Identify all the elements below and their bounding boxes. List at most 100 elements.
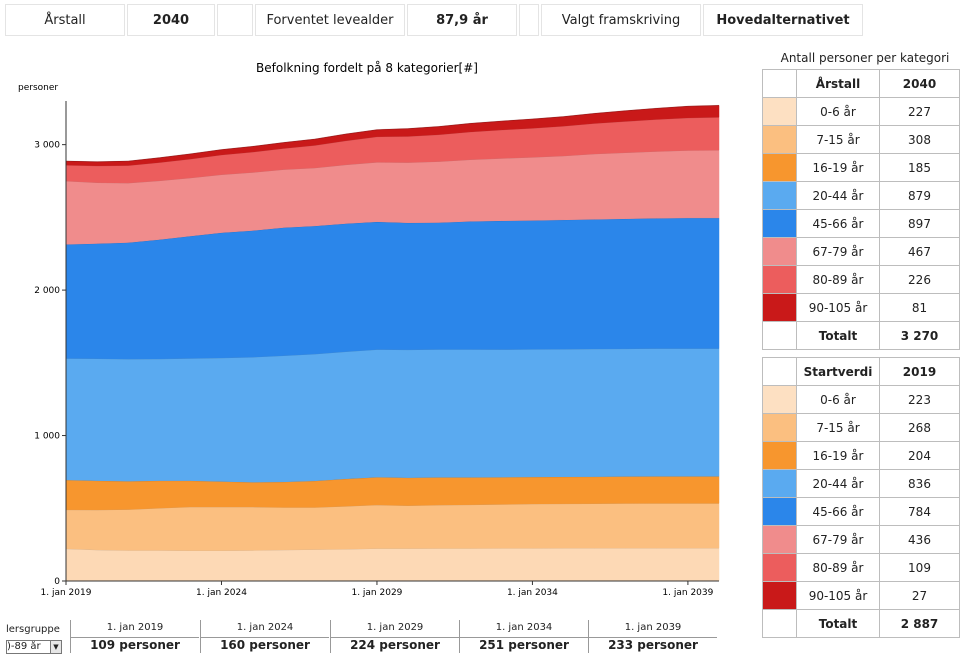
chart-title: Befolkning fordelt på 8 kategorier[#] xyxy=(256,61,478,75)
column-persons: 109 personer xyxy=(71,637,199,652)
population-area-chart: Befolkning fordelt på 8 kategorier[#] pe… xyxy=(18,61,720,598)
table-gap-cell xyxy=(762,349,960,358)
color-swatch xyxy=(762,413,797,442)
category-table: Årstall 2040 0-6 år 227 7-15 år 308 16-19 år 18… xyxy=(762,69,960,638)
spacer-cell xyxy=(519,4,539,36)
column-date: 1. jan 2034 xyxy=(495,622,553,633)
category-label: 90-105 år xyxy=(796,293,880,322)
category-label: 16-19 år xyxy=(796,153,880,182)
age-group-select[interactable]: )-89 år ▼ xyxy=(6,640,62,654)
table-gap-row xyxy=(762,349,960,358)
table-total-row: Totalt 3 270 xyxy=(762,321,960,350)
table-row: 0-6 år 227 xyxy=(762,97,960,126)
color-swatch xyxy=(762,469,797,498)
table-total-row: Totalt 2 887 xyxy=(762,609,960,638)
projection-value: Hovedalternativet xyxy=(703,4,863,36)
column-persons: 233 personer xyxy=(589,637,717,652)
table-row: 20-44 år 836 xyxy=(762,469,960,498)
color-swatch xyxy=(762,97,797,126)
x-tick-label: 1. jan 2019 xyxy=(41,588,92,598)
category-label: 45-66 år xyxy=(796,209,880,238)
category-label: 16-19 år xyxy=(796,441,880,470)
x-tick-label: 1. jan 2024 xyxy=(196,588,247,598)
color-swatch xyxy=(762,581,797,610)
x-tick-label: 1. jan 2029 xyxy=(351,588,402,598)
column-persons: 224 personer xyxy=(331,637,459,652)
category-label: Årstall xyxy=(796,69,880,98)
column-date: 1. jan 2019 xyxy=(106,622,164,633)
category-label: Startverdi xyxy=(796,357,880,386)
y-tick-label: 1 000 xyxy=(34,432,60,442)
category-label: 80-89 år xyxy=(796,265,880,294)
age-group-column: 1. jan 2029 224 personer xyxy=(330,620,459,653)
category-label: 0-6 år xyxy=(796,385,880,414)
color-swatch xyxy=(762,497,797,526)
color-swatch xyxy=(762,69,797,98)
category-value: 897 xyxy=(879,209,960,238)
table-header-row: Startverdi 2019 xyxy=(762,357,960,386)
category-label: Totalt xyxy=(796,321,880,350)
category-value: 223 xyxy=(879,385,960,414)
y-tick-label: 3 000 xyxy=(34,141,60,151)
age-group-column: 1. jan 2024 160 personer xyxy=(200,620,329,653)
chevron-down-icon[interactable]: ▼ xyxy=(50,641,61,653)
color-swatch xyxy=(762,525,797,554)
table-row: 7-15 år 308 xyxy=(762,125,960,154)
category-label: 45-66 år xyxy=(796,497,880,526)
category-label: 80-89 år xyxy=(796,553,880,582)
table-header-row: Årstall 2040 xyxy=(762,69,960,98)
category-value: 879 xyxy=(879,181,960,210)
category-label: 7-15 år xyxy=(796,413,880,442)
area-series-0 xyxy=(65,547,720,582)
table-row: 45-66 år 784 xyxy=(762,497,960,526)
table-caption: Antall personer per kategori xyxy=(780,51,950,65)
color-swatch xyxy=(762,125,797,154)
category-value: 81 xyxy=(879,293,960,322)
info-bar: Årstall 2040 Forventet levealder 87,9 år… xyxy=(5,4,865,38)
color-swatch xyxy=(762,153,797,182)
column-date: 1. jan 2029 xyxy=(366,622,424,633)
life-expectancy-value: 87,9 år xyxy=(407,4,517,36)
category-value: 27 xyxy=(879,581,960,610)
category-label: 90-105 år xyxy=(796,581,880,610)
y-tick-label: 0 xyxy=(54,577,60,587)
color-swatch xyxy=(762,609,797,638)
category-value: 226 xyxy=(879,265,960,294)
category-value: 2040 xyxy=(879,69,960,98)
table-row: 7-15 år 268 xyxy=(762,413,960,442)
axes-group: 0 1 000 2 000 3 000 1. jan 2019 1. jan 2024 1.… xyxy=(34,101,719,598)
category-value: 268 xyxy=(879,413,960,442)
table-row: 0-6 år 223 xyxy=(762,385,960,414)
category-label: 7-15 år xyxy=(796,125,880,154)
category-value: 227 xyxy=(879,97,960,126)
category-label: 20-44 år xyxy=(796,469,880,498)
category-value: 784 xyxy=(879,497,960,526)
color-swatch xyxy=(762,237,797,266)
age-group-strip: lersgruppe )-89 år ▼ 1. jan 2019 109 pers… xyxy=(0,620,760,654)
y-tick-label: 2 000 xyxy=(34,286,60,296)
category-value: 109 xyxy=(879,553,960,582)
category-value: 308 xyxy=(879,125,960,154)
age-group-label: lersgruppe xyxy=(6,624,60,635)
category-value: 3 270 xyxy=(879,321,960,350)
category-label: 67-79 år xyxy=(796,525,880,554)
color-swatch xyxy=(762,553,797,582)
table-row: 45-66 år 897 xyxy=(762,209,960,238)
color-swatch xyxy=(762,293,797,322)
column-persons: 160 personer xyxy=(201,637,329,652)
category-value: 185 xyxy=(879,153,960,182)
category-value: 2 887 xyxy=(879,609,960,638)
area-series-3 xyxy=(65,348,720,483)
table-row: 90-105 år 27 xyxy=(762,581,960,610)
table-row: 67-79 år 436 xyxy=(762,525,960,554)
area-series-1 xyxy=(65,502,720,551)
color-swatch xyxy=(762,385,797,414)
category-value: 436 xyxy=(879,525,960,554)
category-label: Totalt xyxy=(796,609,880,638)
x-tick-label: 1. jan 2039 xyxy=(662,588,713,598)
spacer-cell xyxy=(217,4,253,36)
category-label: 20-44 år xyxy=(796,181,880,210)
category-label: 0-6 år xyxy=(796,97,880,126)
color-swatch xyxy=(762,441,797,470)
x-tick-label: 1. jan 2034 xyxy=(507,588,558,598)
